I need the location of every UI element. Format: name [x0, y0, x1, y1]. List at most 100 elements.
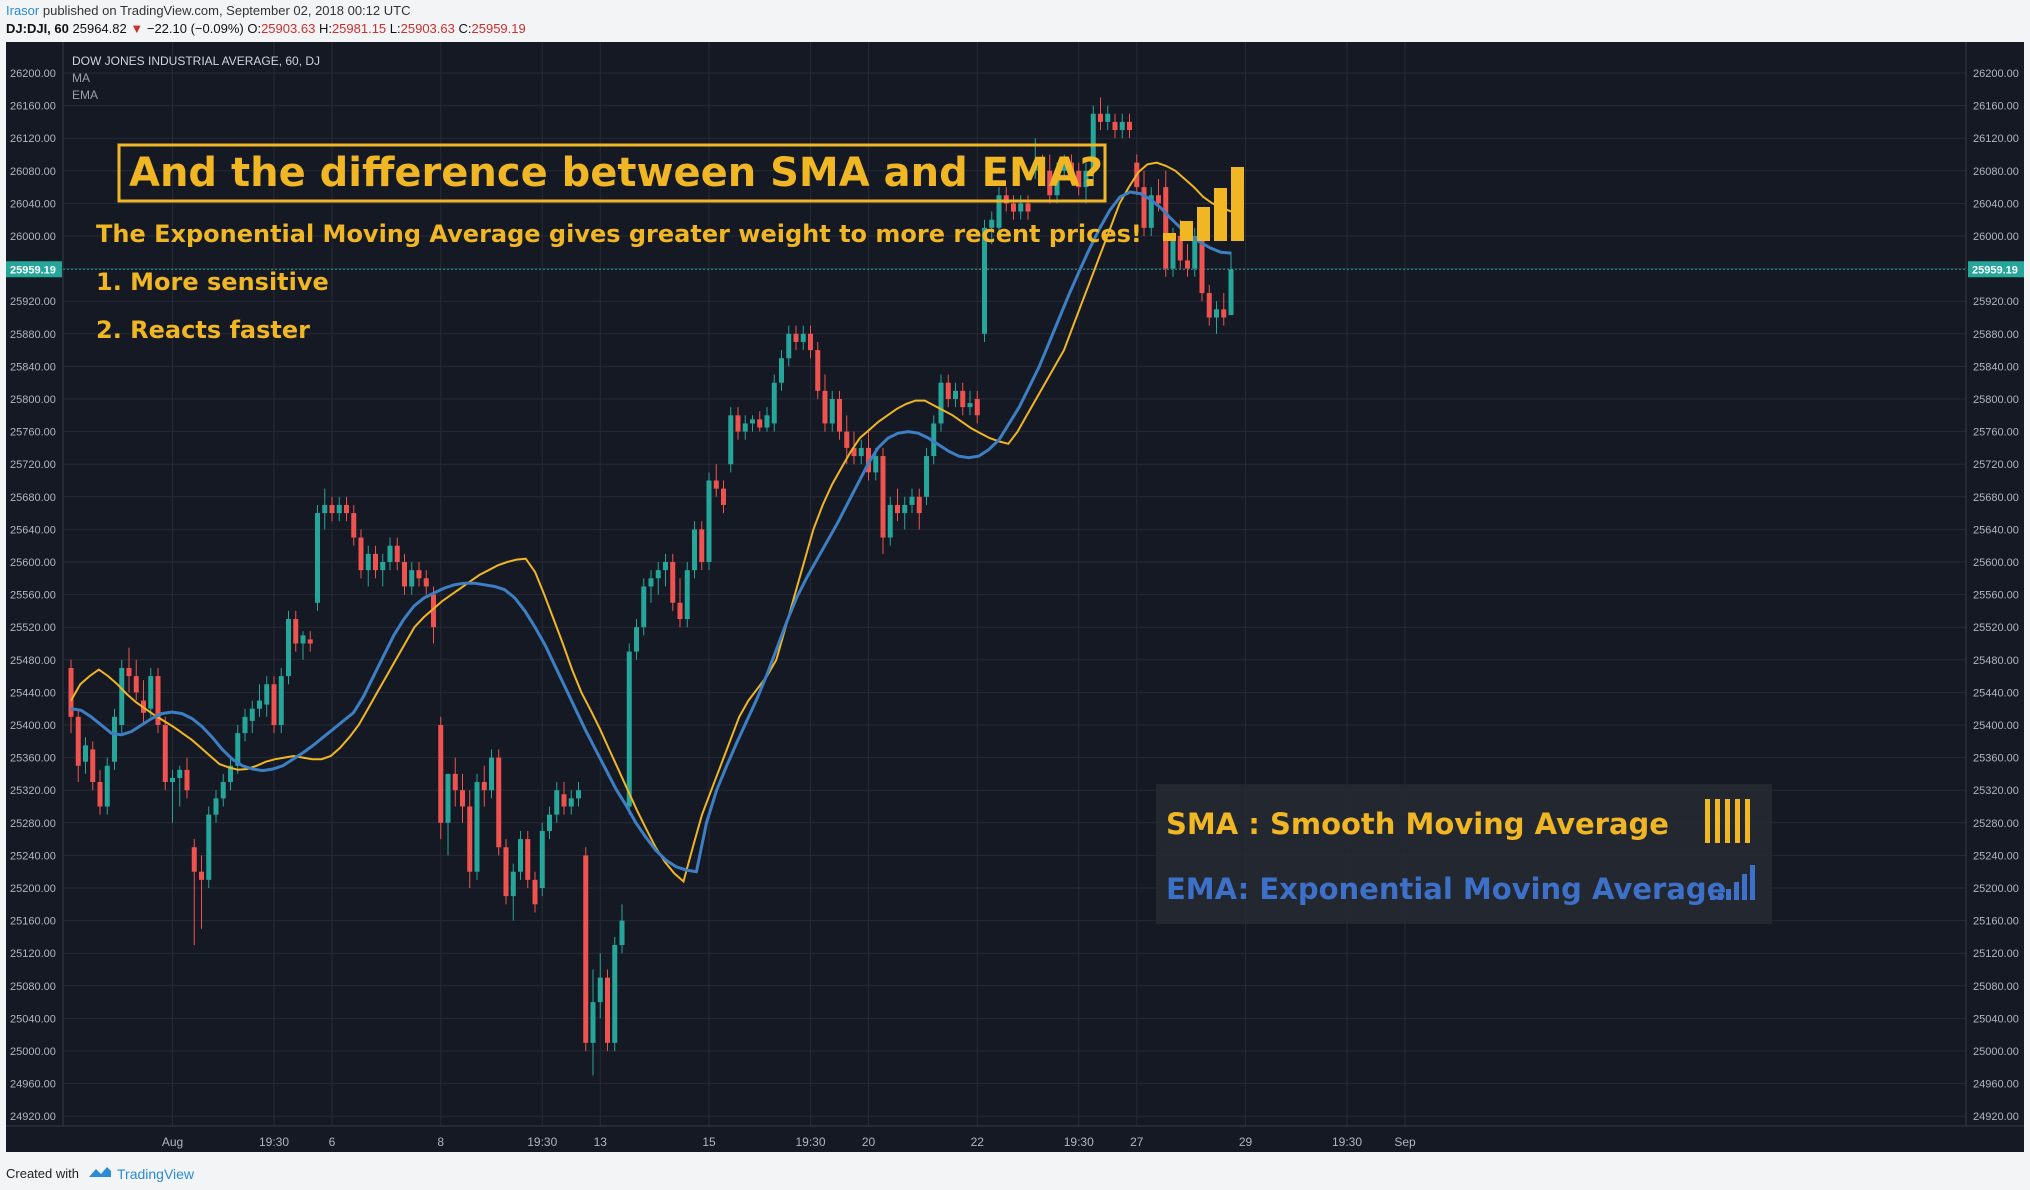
candle-body [1090, 113, 1096, 171]
legend-ma[interactable]: MA [72, 71, 90, 85]
candle-body [808, 333, 813, 351]
candle-body [191, 847, 197, 872]
candle-body [945, 382, 951, 399]
candle-body [764, 415, 770, 428]
candle-body [271, 684, 277, 725]
candle-body [170, 777, 175, 783]
candle-body [1206, 293, 1212, 318]
candle-body [387, 545, 393, 562]
candle-body [1177, 236, 1183, 261]
y-tick-right: 25880.00 [1973, 329, 2019, 341]
candle-body [162, 725, 168, 783]
x-tick-label: 13 [594, 1135, 608, 1149]
candle-body [126, 667, 132, 677]
candle-body [554, 790, 560, 815]
candle-body [438, 725, 444, 823]
candle-body [706, 480, 712, 562]
y-tick-right: 25000.00 [1973, 1046, 2019, 1058]
candle-body [822, 390, 828, 424]
x-tick-label: 6 [329, 1135, 336, 1149]
y-tick-right: 25280.00 [1973, 818, 2019, 830]
y-tick-right: 26120.00 [1973, 133, 2019, 145]
tradingview-logo-icon[interactable] [88, 1164, 112, 1180]
y-tick-right: 26160.00 [1973, 101, 2019, 113]
low-value: 25903.63 [400, 21, 455, 36]
candle-body [1025, 203, 1031, 212]
candle-body [1185, 260, 1190, 269]
candle-body [677, 602, 683, 620]
candle-body [692, 529, 697, 571]
y-tick-left: 26160.00 [10, 101, 56, 113]
candle-body [1141, 187, 1147, 228]
candle-body [902, 504, 908, 514]
x-tick-label: Sep [1394, 1135, 1416, 1149]
y-tick-left: 25200.00 [10, 883, 56, 895]
subline-text: The Exponential Moving Average gives gre… [96, 220, 1142, 248]
candle-body [938, 382, 944, 424]
y-tick-left: 25720.00 [10, 459, 56, 471]
candle-body [612, 945, 618, 1043]
candle-body [779, 358, 784, 383]
y-tick-right: 25520.00 [1973, 622, 2019, 634]
publish-header: Irasor published on TradingView.com, Sep… [6, 3, 410, 21]
candle-body [1127, 121, 1132, 131]
y-tick-left: 25000.00 [10, 1046, 56, 1058]
candle-body [344, 504, 349, 514]
candle-body [525, 839, 531, 880]
candle-body [510, 871, 516, 897]
chart-frame[interactable]: 26200.00 26200.00 26160.00 26160.00 26120.00… [6, 42, 2024, 1152]
candle-body [380, 562, 386, 571]
candle-body [177, 769, 183, 778]
y-tick-right: 25160.00 [1973, 916, 2019, 928]
y-tick-left: 25040.00 [10, 1013, 56, 1025]
y-tick-left: 25160.00 [10, 916, 56, 928]
chart-svg[interactable]: 26200.00 26200.00 26160.00 26160.00 26120.00… [6, 42, 2024, 1152]
y-tick-right: 25120.00 [1973, 948, 2019, 960]
x-tick-label: 20 [862, 1135, 876, 1149]
y-tick-right: 25720.00 [1973, 459, 2019, 471]
candle-body [1228, 269, 1234, 316]
candle-body [148, 676, 154, 709]
candle-body [895, 504, 900, 514]
candle-body [90, 749, 96, 783]
ohlc-header: DJ:DJI, 60 25964.82 ▼ −22.10 (−0.09%) O:… [6, 21, 526, 39]
candle-body [800, 333, 806, 342]
close-value: 25959.19 [471, 21, 526, 36]
candle-body [1214, 309, 1219, 318]
candle-body [829, 399, 835, 424]
y-tick-left: 25080.00 [10, 981, 56, 993]
candle-body [293, 619, 299, 644]
y-tick-left: 25600.00 [10, 557, 56, 569]
x-tick-label: 19:30 [527, 1135, 557, 1149]
down-arrow-icon: ▼ [130, 21, 144, 36]
tradingview-link[interactable]: TradingView [117, 1166, 195, 1182]
candle-body [1040, 162, 1045, 171]
y-tick-right: 25680.00 [1973, 492, 2019, 504]
y-tick-right: 24960.00 [1973, 1079, 2019, 1091]
candle-body [1199, 236, 1205, 294]
candle-body [634, 627, 639, 652]
candle-body [286, 619, 291, 677]
candle-body [1047, 170, 1053, 196]
candle-body [837, 399, 842, 432]
y-tick-right: 25640.00 [1973, 524, 2019, 536]
candle-body [329, 504, 335, 514]
y-tick-right: 25200.00 [1973, 883, 2019, 895]
x-tick-label: 19:30 [795, 1135, 825, 1149]
y-tick-left: 25560.00 [10, 590, 56, 602]
last-price-label-right: 25959.19 [1972, 264, 2018, 276]
candle-body [844, 431, 850, 448]
candle-body [133, 676, 139, 693]
candle-body [663, 562, 668, 571]
candle-body [365, 553, 371, 571]
author-link[interactable]: Irasor [6, 3, 40, 18]
candle-body [220, 782, 226, 799]
candle-body [547, 814, 552, 831]
candle-body [1054, 170, 1060, 196]
y-tick-left: 24920.00 [10, 1111, 56, 1123]
x-tick-label: 15 [702, 1135, 716, 1149]
candle-body [1069, 162, 1074, 171]
legend-ema[interactable]: EMA [72, 88, 98, 102]
high-label: H: [318, 21, 332, 36]
y-tick-right: 25400.00 [1973, 720, 2019, 732]
